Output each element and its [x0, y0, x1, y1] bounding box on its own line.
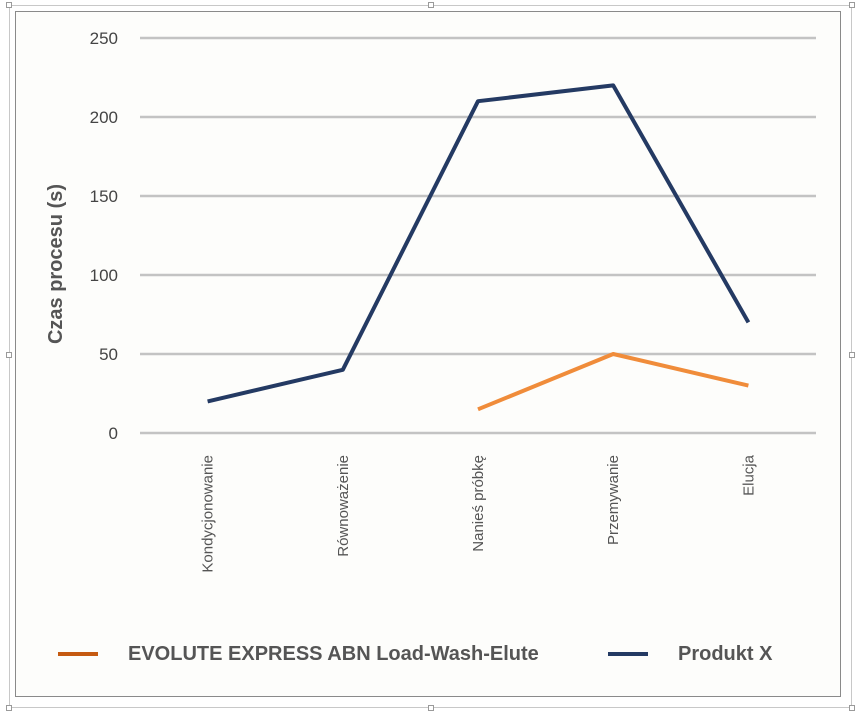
- y-tick-label: 0: [109, 424, 118, 443]
- y-axis-ticks: 0 50 100 150 200 250: [90, 29, 118, 443]
- x-category-label: Nanieś próbkę: [470, 455, 487, 552]
- y-tick-label: 200: [90, 108, 118, 127]
- legend-swatch-series-1: [608, 652, 648, 656]
- y-tick-label: 150: [90, 187, 118, 206]
- resize-handle-top[interactable]: [428, 2, 434, 8]
- x-axis-categories: Kondycjonowanie Równoważenie Nanieś próbkę…: [200, 454, 758, 572]
- y-tick-label: 100: [90, 266, 118, 285]
- x-category-label: Kondycjonowanie: [200, 455, 217, 573]
- y-tick-label: 50: [99, 345, 118, 364]
- legend-label-series-1: Produkt X: [678, 642, 773, 665]
- x-category-label: Elucja: [740, 454, 757, 496]
- legend-swatch-series-0: [58, 652, 98, 656]
- series-lines: [207, 83, 751, 412]
- resize-handle-bottom-left[interactable]: [6, 705, 12, 711]
- resize-handle-bottom-right[interactable]: [849, 705, 855, 711]
- x-category-label: Przemywanie: [605, 455, 622, 545]
- y-axis-label: Czas procesu (s): [45, 184, 67, 344]
- x-category-label: Równoważenie: [335, 455, 352, 557]
- resize-handle-top-right[interactable]: [849, 2, 855, 8]
- resize-handle-right[interactable]: [849, 352, 855, 358]
- resize-handle-top-left[interactable]: [6, 2, 12, 8]
- y-tick-label: 250: [90, 29, 118, 48]
- legend-label-series-0: EVOLUTE EXPRESS ABN Load-Wash-Elute: [128, 642, 539, 665]
- legend-item-series-0: EVOLUTE EXPRESS ABN Load-Wash-Elute: [58, 640, 539, 668]
- series-line-0: [477, 352, 749, 412]
- gridlines: [140, 36, 816, 435]
- resize-handle-left[interactable]: [6, 352, 12, 358]
- resize-handle-bottom[interactable]: [428, 705, 434, 711]
- legend-item-series-1: Produkt X: [608, 640, 772, 668]
